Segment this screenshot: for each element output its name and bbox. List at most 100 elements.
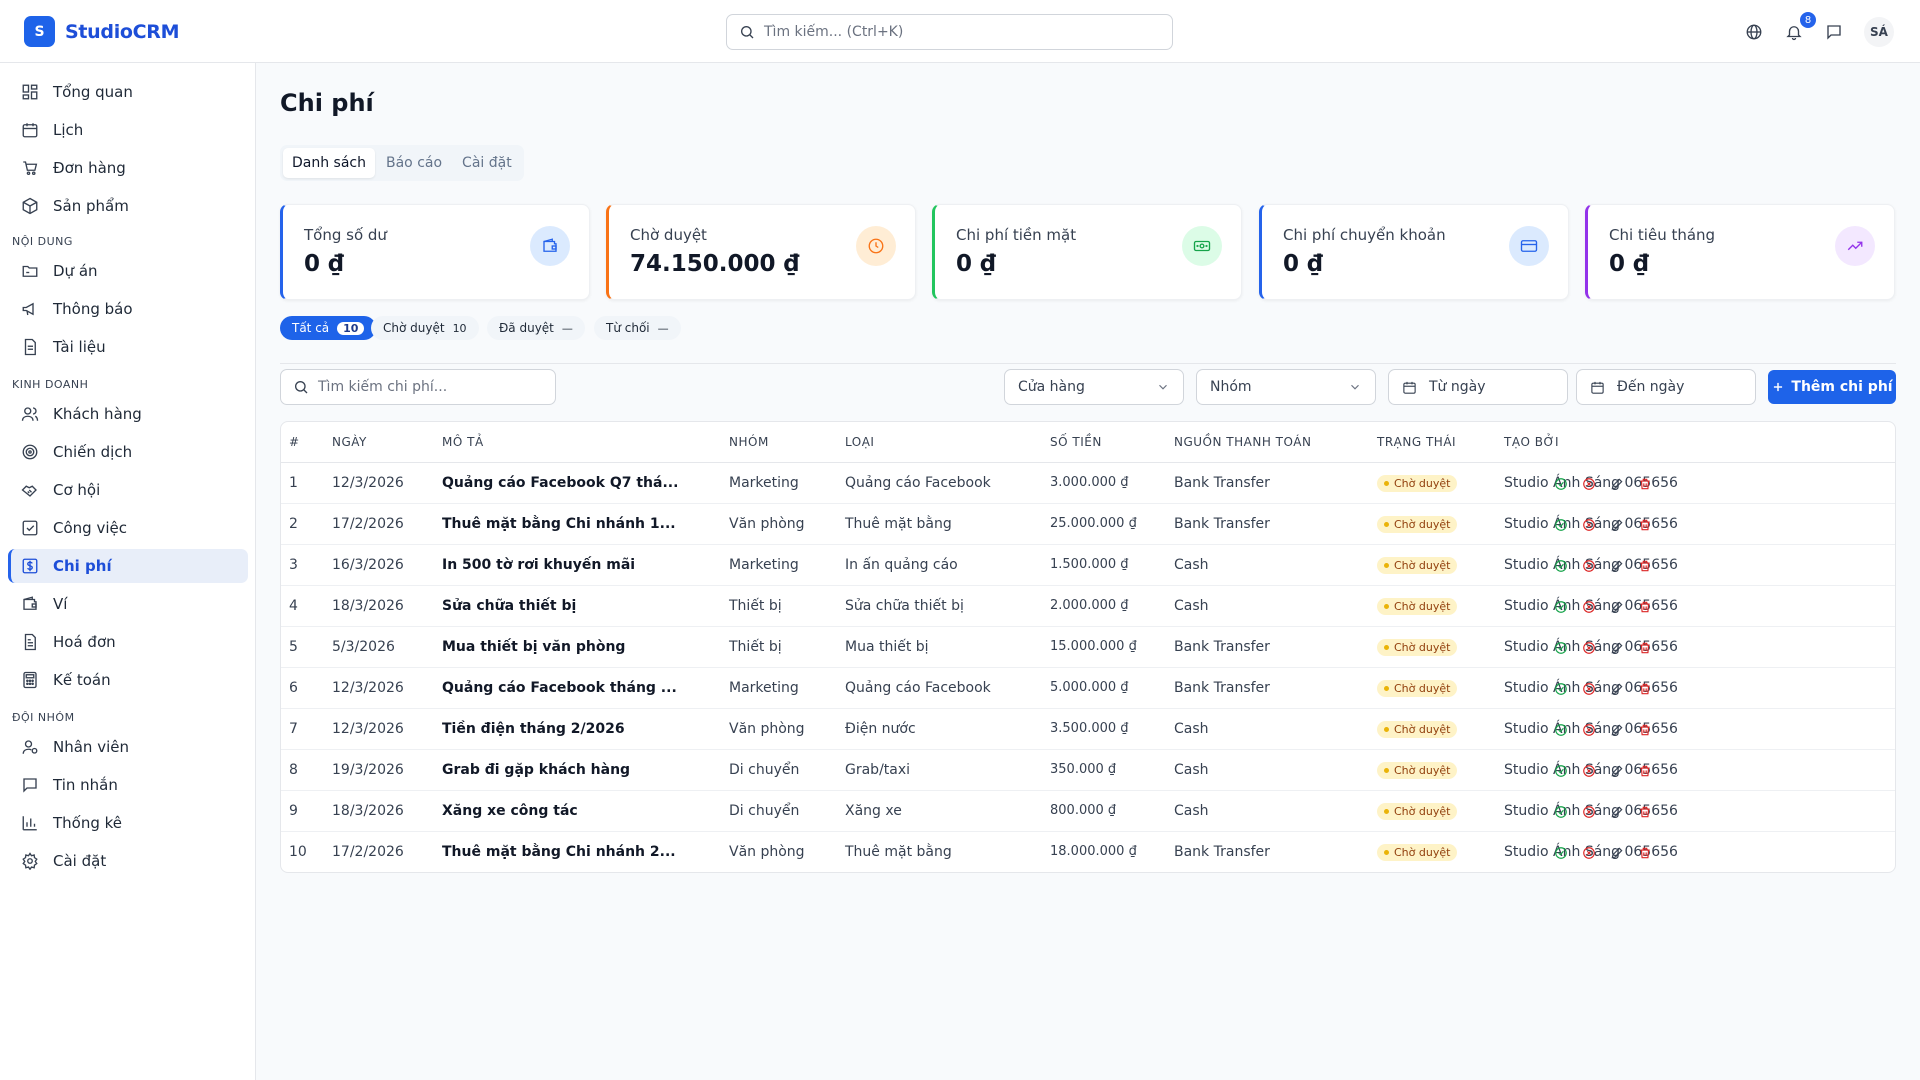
table-row[interactable]: 8 19/3/2026 Grab đi gặp khách hàng Di chuyể… (281, 750, 1895, 791)
from-date-placeholder: Từ ngày (1429, 379, 1486, 395)
table-row[interactable]: 7 12/3/2026 Tiền điện tháng 2/2026 Văn phòn… (281, 709, 1895, 750)
app-logo[interactable]: S StudioCRM (24, 16, 180, 47)
sidebar-item-overview[interactable]: Tổng quan (8, 75, 248, 109)
table-row[interactable]: 3 16/3/2026 In 500 tờ rơi khuyến mãi Market… (281, 545, 1895, 586)
table-row[interactable]: 9 18/3/2026 Xăng xe công tác Di chuyển Xăng … (281, 791, 1895, 832)
filter-chip-all[interactable]: Tất cả 10 (280, 316, 377, 340)
edit-button[interactable] (1609, 681, 1625, 697)
delete-button[interactable] (1637, 476, 1653, 492)
calendar-icon (1591, 381, 1604, 394)
approve-button[interactable] (1553, 804, 1569, 820)
reject-button[interactable] (1581, 804, 1597, 820)
sidebar-item-settings[interactable]: Cài đặt (8, 844, 248, 878)
delete-button[interactable] (1637, 722, 1653, 738)
sidebar-item-products[interactable]: Sản phẩm (8, 189, 248, 223)
chevron-down-icon (1351, 384, 1359, 390)
sidebar-item-expenses[interactable]: Chi phí (8, 549, 248, 583)
sidebar-item-projects[interactable]: Dự án (8, 254, 248, 288)
edit-button[interactable] (1609, 640, 1625, 656)
edit-button[interactable] (1609, 845, 1625, 861)
tab-list[interactable]: Danh sách (283, 148, 375, 178)
approve-button[interactable] (1553, 640, 1569, 656)
chip-count: — (561, 321, 573, 335)
search-icon (741, 26, 754, 39)
filter-chip-rejected[interactable]: Từ chối — (594, 316, 681, 340)
reject-button[interactable] (1581, 640, 1597, 656)
reject-button[interactable] (1581, 722, 1597, 738)
reject-button[interactable] (1581, 763, 1597, 779)
approve-button[interactable] (1553, 599, 1569, 615)
table-row[interactable]: 4 18/3/2026 Sửa chữa thiết bị Thiết bị Sửa c… (281, 586, 1895, 627)
cell-source: Cash (1174, 557, 1209, 573)
store-select[interactable]: Cửa hàng (1004, 369, 1184, 405)
sidebar-item-announcements[interactable]: Thông báo (8, 292, 248, 326)
global-search-input[interactable]: Tìm kiếm... (Ctrl+K) (726, 14, 1173, 50)
approve-button[interactable] (1553, 722, 1569, 738)
to-date-picker[interactable]: Đến ngày (1576, 369, 1756, 405)
group-select[interactable]: Nhóm (1196, 369, 1376, 405)
reject-button[interactable] (1581, 558, 1597, 574)
sidebar-item-opportunities[interactable]: Cơ hội (8, 473, 248, 507)
add-expense-button[interactable]: Thêm chi phí (1768, 370, 1896, 404)
filter-chip-approved[interactable]: Đã duyệt — (487, 316, 585, 340)
cell-date: 12/3/2026 (332, 475, 404, 491)
approve-button[interactable] (1553, 845, 1569, 861)
table-row[interactable]: 1 12/3/2026 Quảng cáo Facebook Q7 thá... Ma… (281, 463, 1895, 504)
delete-button[interactable] (1637, 640, 1653, 656)
edit-button[interactable] (1609, 722, 1625, 738)
edit-button[interactable] (1609, 599, 1625, 615)
from-date-picker[interactable]: Từ ngày (1388, 369, 1568, 405)
notifications-button[interactable] (1782, 20, 1806, 44)
delete-button[interactable] (1637, 517, 1653, 533)
sidebar-item-orders[interactable]: Đơn hàng (8, 151, 248, 185)
sidebar-item-calendar[interactable]: Lịch (8, 113, 248, 147)
edit-button[interactable] (1609, 763, 1625, 779)
sidebar-item-messages[interactable]: Tin nhắn (8, 768, 248, 802)
filter-chip-pending[interactable]: Chờ duyệt 10 (371, 316, 479, 340)
language-button[interactable] (1742, 20, 1766, 44)
approve-button[interactable] (1553, 558, 1569, 574)
edit-button[interactable] (1609, 558, 1625, 574)
sidebar-item-statistics[interactable]: Thống kê (8, 806, 248, 840)
approve-button[interactable] (1553, 681, 1569, 697)
edit-button[interactable] (1609, 476, 1625, 492)
table-row[interactable]: 2 17/2/2026 Thuê mặt bằng Chi nhánh 1... Vă… (281, 504, 1895, 545)
sidebar-item-staff[interactable]: Nhân viên (8, 730, 248, 764)
delete-button[interactable] (1637, 558, 1653, 574)
tab-settings[interactable]: Cài đặt (462, 155, 512, 171)
table-row[interactable]: 10 17/2/2026 Thuê mặt bằng Chi nhánh 2... V… (281, 832, 1895, 872)
sidebar-item-wallet[interactable]: Ví (8, 587, 248, 621)
sidebar-item-campaigns[interactable]: Chiến dịch (8, 435, 248, 469)
edit-button[interactable] (1609, 804, 1625, 820)
top-header: S StudioCRM Tìm kiếm... (Ctrl+K) 8 SÁ (0, 0, 1920, 63)
cell-type: Mua thiết bị (845, 639, 929, 655)
approve-button[interactable] (1553, 476, 1569, 492)
reject-button[interactable] (1581, 599, 1597, 615)
reject-button[interactable] (1581, 517, 1597, 533)
table-row[interactable]: 6 12/3/2026 Quảng cáo Facebook tháng ... Ma… (281, 668, 1895, 709)
delete-button[interactable] (1637, 763, 1653, 779)
reject-button[interactable] (1581, 476, 1597, 492)
delete-button[interactable] (1637, 845, 1653, 861)
table-row[interactable]: 5 5/3/2026 Mua thiết bị văn phòng Thiết bị M… (281, 627, 1895, 668)
delete-button[interactable] (1637, 681, 1653, 697)
sidebar-item-invoices[interactable]: Hoá đơn (8, 625, 248, 659)
delete-button[interactable] (1637, 804, 1653, 820)
reject-button[interactable] (1581, 845, 1597, 861)
sidebar-item-customers[interactable]: Khách hàng (8, 397, 248, 431)
delete-button[interactable] (1637, 599, 1653, 615)
sidebar-item-accounting[interactable]: Kế toán (8, 663, 248, 697)
sidebar-item-label: Khách hàng (53, 405, 142, 423)
approve-button[interactable] (1553, 517, 1569, 533)
tab-report[interactable]: Báo cáo (386, 155, 443, 171)
messages-button[interactable] (1822, 20, 1846, 44)
user-avatar[interactable]: SÁ (1864, 17, 1894, 47)
approve-button[interactable] (1553, 763, 1569, 779)
sidebar-item-tasks[interactable]: Công việc (8, 511, 248, 545)
expense-search-input[interactable]: Tìm kiếm chi phí... (280, 369, 556, 405)
approve-icon (1555, 601, 1567, 613)
edit-button[interactable] (1609, 517, 1625, 533)
sidebar-item-documents[interactable]: Tài liệu (8, 330, 248, 364)
reject-button[interactable] (1581, 681, 1597, 697)
calendar-icon (1403, 381, 1416, 394)
